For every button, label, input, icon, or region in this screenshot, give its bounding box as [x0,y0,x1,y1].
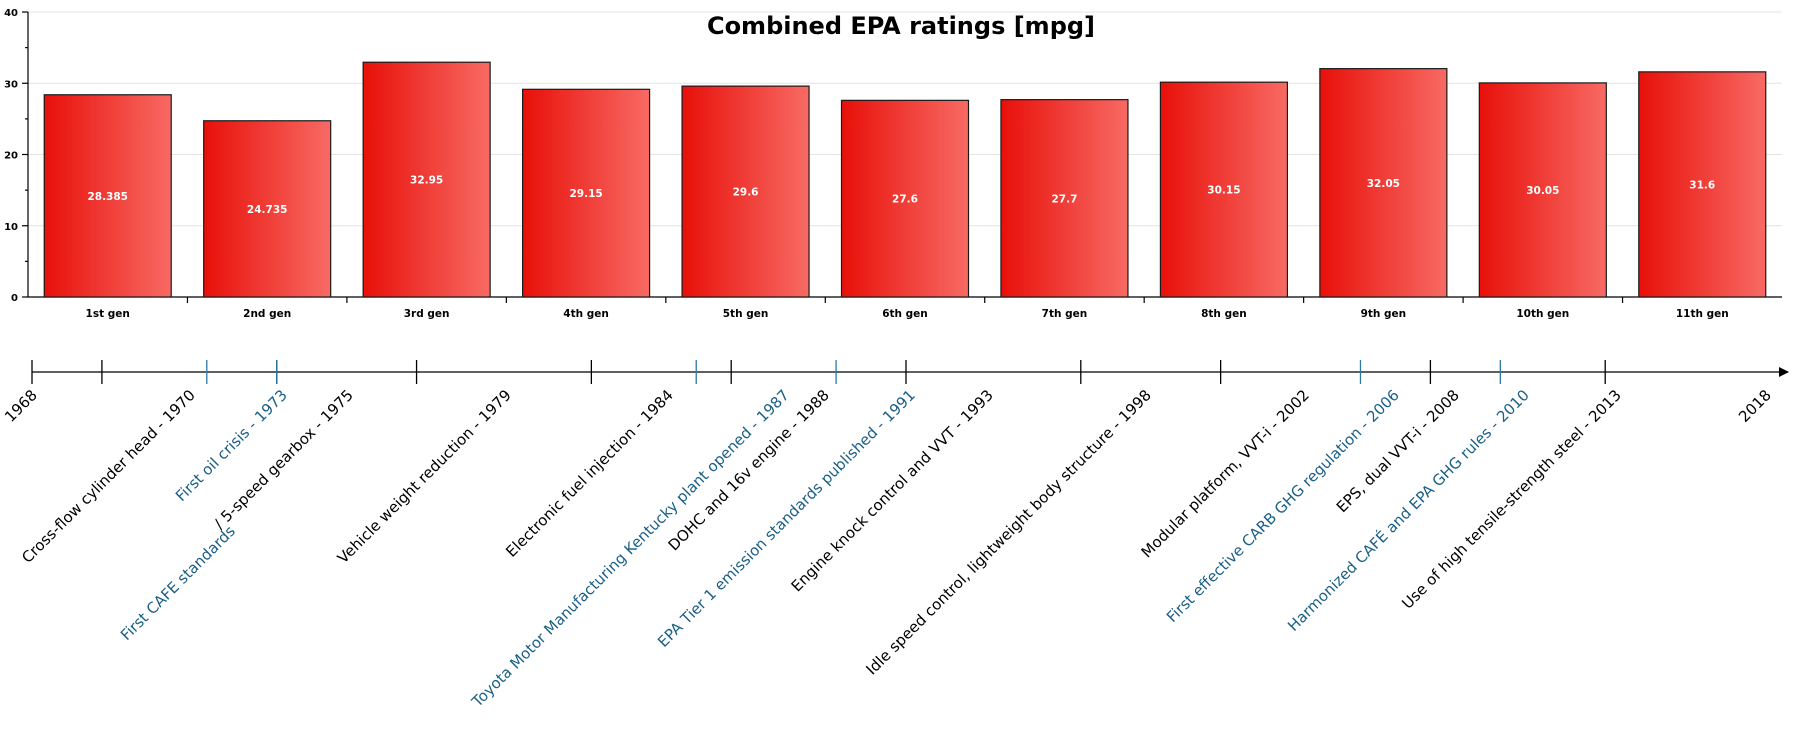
x-tick-label: 4th gen [563,308,609,320]
timeline-end-label: 2018 [1735,386,1775,426]
bar-value-label: 24.735 [247,204,288,216]
timeline-tech-label: DOHC and 16v engine - 1988 [665,386,833,554]
bar-value-label: 29.15 [569,188,602,200]
x-tick-label: 11th gen [1676,308,1729,320]
timeline-tech-label: EPS, dual VVT-i - 2008 [1333,386,1463,516]
timeline-policy-label: First CAFE standards [117,522,239,644]
x-tick-label: 8th gen [1201,308,1247,320]
y-tick-label: 40 [4,8,18,19]
bar-value-label: 28.385 [87,191,128,203]
bar-value-label: 30.05 [1526,185,1559,197]
bar [840,99,970,298]
bar-value-label: 32.05 [1367,178,1400,190]
bar-value-label: 27.6 [892,194,918,206]
y-tick-label: 20 [4,151,18,162]
x-tick-label: 7th gen [1042,308,1088,320]
timeline-tech-label: Vehicle weight reduction - 1979 [334,386,515,567]
bar [521,88,651,298]
bar-value-label: 30.15 [1207,185,1240,197]
y-tick-label: 10 [4,222,18,233]
bar-value-label: 31.6 [1689,179,1715,191]
x-tick-label: 9th gen [1361,308,1407,320]
timeline-tech-label: Idle speed control, lightweight body str… [863,386,1155,678]
timeline: 1968 2018 Cross-flow cylinder head - 1970F… [1,360,1789,711]
bar [681,85,810,298]
bar [1478,82,1607,298]
bar [1319,68,1448,298]
timeline-start-label: 1968 [1,386,41,426]
x-tick-label: 1st gen [86,308,130,320]
bar [1159,81,1289,298]
timeline-tech-label: / 5-speed gearbox - 1975 [210,386,357,533]
timeline-tech-label: Modular platform, VVT-i - 2002 [1138,386,1313,561]
bar [362,61,491,298]
chart-title: Combined EPA ratings [mpg] [707,12,1095,40]
x-tick-label: 2nd gen [243,308,291,320]
bar [1000,99,1129,298]
y-tick-label: 0 [11,293,18,304]
bar-value-label: 29.6 [733,187,759,199]
bar-value-label: 27.7 [1051,193,1077,205]
bar [1638,71,1767,298]
bar [203,120,332,298]
bars: 28.385 24.735 32.95 29.15 29.6 27.6 27.7 30.15 3… [43,61,1767,298]
bar [43,94,172,298]
x-tick-label: 10th gen [1516,308,1569,320]
timeline-tech-label: Cross-flow cylinder head - 1970 [18,386,199,567]
bar-value-label: 32.95 [410,175,443,187]
y-tick-label: 30 [4,79,18,90]
x-tick-label: 5th gen [723,308,769,320]
x-tick-label: 6th gen [882,308,928,320]
x-tick-label: 3rd gen [404,308,450,320]
